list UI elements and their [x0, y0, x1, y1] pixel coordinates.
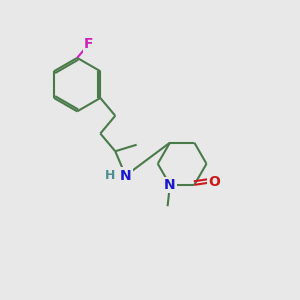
Text: O: O [208, 175, 220, 189]
Text: N: N [120, 169, 131, 183]
Text: F: F [84, 38, 93, 52]
Text: N: N [120, 169, 131, 183]
Text: N: N [164, 178, 176, 192]
Text: H: H [105, 169, 116, 182]
Text: N: N [164, 178, 176, 192]
